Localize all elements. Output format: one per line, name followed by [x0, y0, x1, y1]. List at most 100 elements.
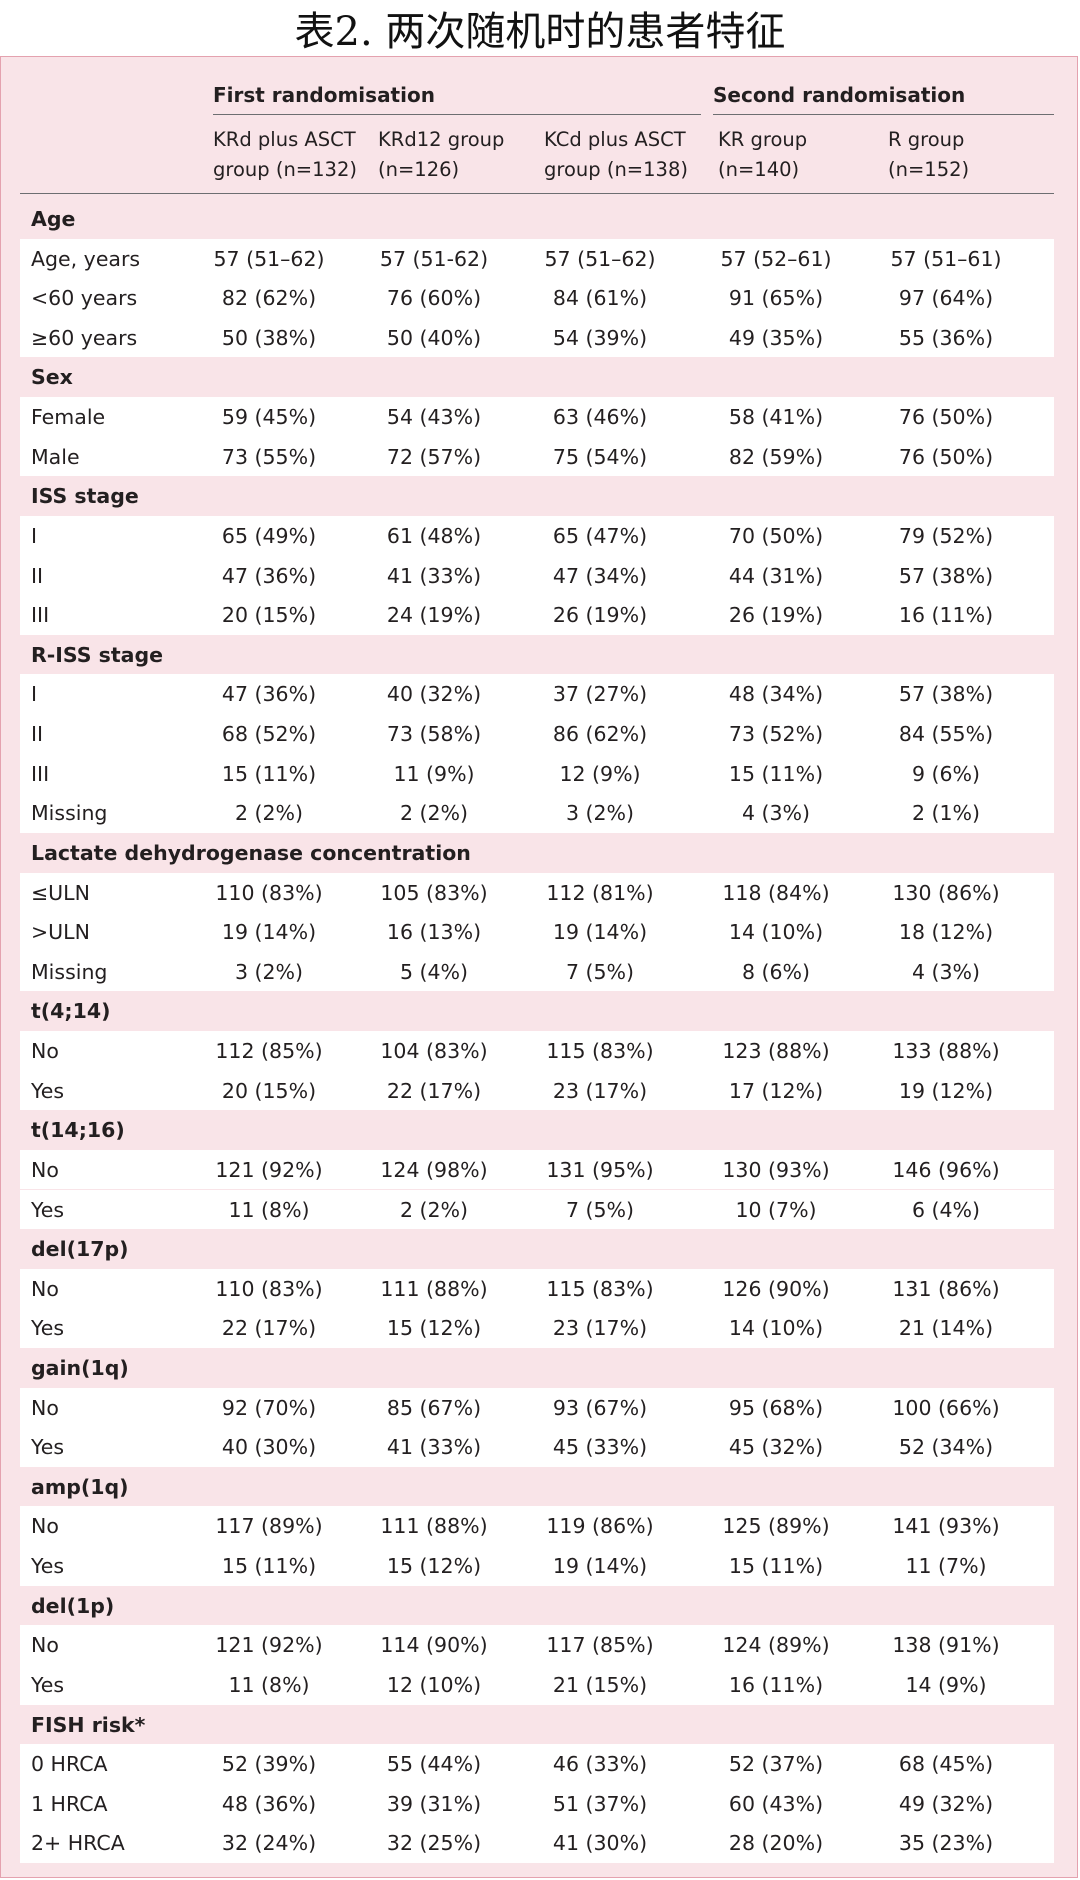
table-cell: 40 (32%) [386, 682, 482, 707]
table-cell: 57 (51–61) [890, 246, 1002, 271]
table-row: <60 years 82 (62%) 76 (60%) 84 (61%) 91 (65%… [20, 278, 1054, 318]
table-cell: 146 (96%) [892, 1157, 1000, 1182]
table-cell: 76 (60%) [386, 286, 482, 311]
column-header-line2: group (n=132) [213, 158, 357, 181]
section-header: del(17p) [20, 1229, 1054, 1269]
table-cell: 32 (25%) [386, 1831, 482, 1856]
table-row: No 121 (92%) 124 (98%) 131 (95%) 130 (93%) 14… [20, 1149, 1054, 1190]
section-header: Sex [20, 357, 1054, 397]
row-label: Missing [31, 959, 108, 984]
table-cell: 117 (85%) [546, 1633, 654, 1658]
table-cell: 35 (23%) [898, 1831, 994, 1856]
row-label: No [31, 1633, 59, 1658]
table-cell: 4 (3%) [911, 959, 981, 984]
table-cell: 91 (65%) [728, 286, 824, 311]
row-label: No [31, 1276, 59, 1301]
table-cell: 47 (34%) [552, 563, 648, 588]
table-cell: 126 (90%) [722, 1276, 830, 1301]
table-cell: 95 (68%) [728, 1395, 824, 1420]
row-label: No [31, 1514, 59, 1539]
table-row: I 47 (36%) 40 (32%) 37 (27%) 48 (34%) 57 (38%… [20, 674, 1054, 715]
table-cell: 17 (12%) [728, 1078, 824, 1103]
table-row: III 15 (11%) 11 (9%) 12 (9%) 15 (11%) 9 (6%) [20, 753, 1054, 794]
table-cell: 52 (34%) [898, 1435, 994, 1460]
row-label: No [31, 1157, 59, 1182]
table-cell: 110 (83%) [215, 1276, 323, 1301]
table-cell: 54 (39%) [552, 325, 648, 350]
column-header-line1: KRd plus ASCT [213, 128, 356, 151]
table-cell: 39 (31%) [386, 1791, 482, 1816]
table-row: No 121 (92%) 114 (90%) 117 (85%) 124 (89%) 13… [20, 1625, 1054, 1665]
table-cell: 57 (52–61) [720, 246, 832, 271]
table-cell: 41 (30%) [552, 1831, 648, 1856]
row-label: No [31, 1395, 59, 1420]
table-cell: 21 (15%) [552, 1672, 648, 1697]
table-cell: 124 (98%) [380, 1157, 488, 1182]
table-cell: 16 (11%) [898, 603, 994, 628]
table-cell: 16 (11%) [728, 1672, 824, 1697]
column-header-line1: KCd plus ASCT [544, 128, 686, 151]
section-header: R-ISS stage [20, 635, 1054, 675]
column-header-line2: (n=126) [378, 158, 460, 181]
table-row: Yes 20 (15%) 22 (17%) 23 (17%) 17 (12%) 19 (1… [20, 1070, 1054, 1111]
table-cell: 133 (88%) [892, 1039, 1000, 1064]
section-title: ISS stage [31, 484, 139, 509]
table-cell: 57 (38%) [898, 682, 994, 707]
table-cell: 75 (54%) [552, 444, 648, 469]
section-header: del(1p) [20, 1586, 1054, 1626]
table-cell: 3 (2%) [234, 959, 304, 984]
table-cell: 121 (92%) [215, 1157, 323, 1182]
table-row: I 65 (49%) 61 (48%) 65 (47%) 70 (50%) 79 (52%… [20, 515, 1054, 556]
row-label: II [31, 563, 44, 588]
section-title: amp(1q) [31, 1474, 129, 1499]
table-cell: 11 (8%) [228, 1197, 310, 1222]
table-cell: 8 (6%) [741, 959, 811, 984]
table-cell: 73 (52%) [728, 722, 824, 747]
table-cell: 26 (19%) [552, 603, 648, 628]
table-cell: 41 (33%) [386, 563, 482, 588]
table-cell: 19 (14%) [552, 1554, 648, 1579]
table-cell: 21 (14%) [898, 1316, 994, 1341]
table-cell: 124 (89%) [722, 1633, 830, 1658]
table-cell: 121 (92%) [215, 1633, 323, 1658]
table-row: No 112 (85%) 104 (83%) 115 (83%) 123 (88%) 13… [20, 1031, 1054, 1071]
table-cell: 68 (45%) [898, 1752, 994, 1777]
table-cell: 52 (39%) [221, 1752, 317, 1777]
table-row: II 68 (52%) 73 (58%) 86 (62%) 73 (52%) 84 (55… [20, 714, 1054, 754]
table-cell: 3 (2%) [565, 801, 635, 826]
table-row: >ULN 19 (14%) 16 (13%) 19 (14%) 14 (10%) 18 (… [20, 912, 1054, 952]
table-cell: 11 (7%) [905, 1554, 987, 1579]
row-label: Yes [31, 1554, 65, 1579]
table-cell: 111 (88%) [380, 1514, 488, 1539]
row-label: I [31, 682, 38, 707]
table-row: III 20 (15%) 24 (19%) 26 (19%) 26 (19%) 16 (1… [20, 595, 1054, 635]
table-row: ≥60 years 50 (38%) 50 (40%) 54 (39%) 49 (35%… [20, 317, 1054, 358]
table-cell: 10 (7%) [735, 1197, 817, 1222]
table-cell: 51 (37%) [552, 1791, 648, 1816]
table-cell: 84 (55%) [898, 722, 994, 747]
table-cell: 2 (1%) [911, 801, 981, 826]
table-cell: 104 (83%) [380, 1039, 488, 1064]
table-row: ≤ULN 110 (83%) 105 (83%) 112 (81%) 118 (84%)… [20, 872, 1054, 913]
table-cell: 123 (88%) [722, 1039, 830, 1064]
section-title: FISH risk* [31, 1712, 146, 1737]
table-cell: 37 (27%) [552, 682, 648, 707]
table-cell: 100 (66%) [892, 1395, 1000, 1420]
column-header-line2: (n=140) [718, 158, 800, 181]
table-cell: 20 (15%) [221, 1078, 317, 1103]
table-cell: 119 (86%) [546, 1514, 654, 1539]
row-label: ≥60 years [31, 325, 138, 350]
table-cell: 15 (12%) [386, 1316, 482, 1341]
table-row: 1 HRCA 48 (36%) 39 (31%) 51 (37%) 60 (43%) 49… [20, 1783, 1054, 1824]
table-cell: 5 (4%) [399, 959, 469, 984]
table-cell: 79 (52%) [898, 523, 994, 548]
table-cell: 112 (85%) [215, 1039, 323, 1064]
table-cell: 55 (44%) [386, 1752, 482, 1777]
table-cell: 22 (17%) [221, 1316, 317, 1341]
table-cell: 24 (19%) [386, 603, 482, 628]
column-header: KR group (n=140) [718, 125, 807, 185]
table-row: Yes 15 (11%) 15 (12%) 19 (14%) 15 (11%) 11 (7… [20, 1546, 1054, 1586]
table-cell: 7 (5%) [565, 959, 635, 984]
table-cell: 47 (36%) [221, 682, 317, 707]
table-cell: 50 (38%) [221, 325, 317, 350]
